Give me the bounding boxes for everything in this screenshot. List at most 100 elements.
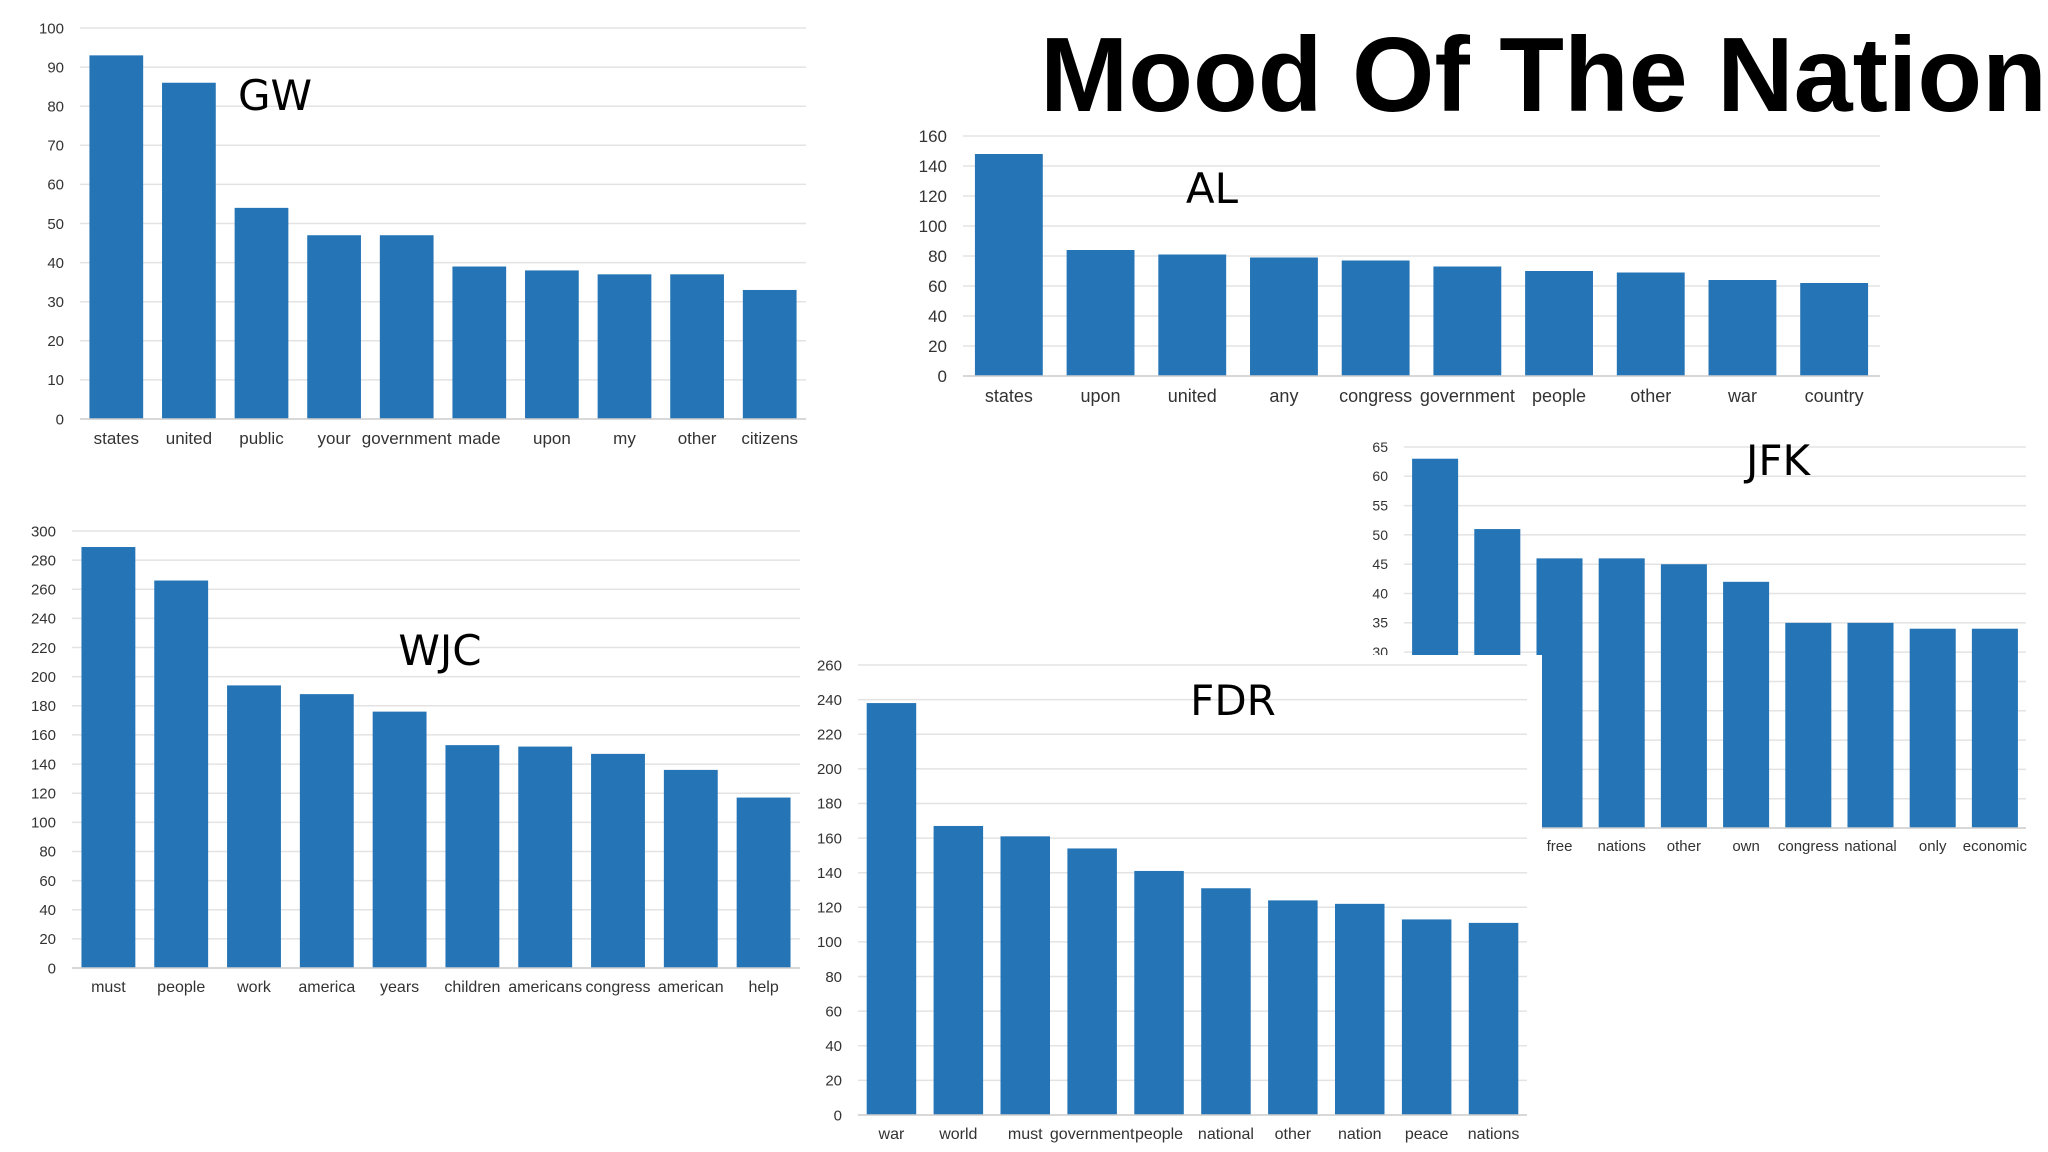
y-tick-label: 80 (47, 98, 64, 115)
y-tick-label: 140 (919, 157, 947, 176)
y-tick-label: 40 (825, 1038, 842, 1055)
x-category-label: peace (1405, 1126, 1449, 1143)
chart-annotation: FDR (1190, 676, 1276, 725)
x-category-label: americans (508, 979, 582, 996)
bar-government (379, 235, 434, 419)
y-tick-label: 80 (39, 844, 56, 861)
y-tick-label: 0 (938, 367, 947, 386)
y-tick-label: 50 (1372, 527, 1388, 543)
y-tick-label: 240 (817, 692, 842, 709)
bar-government (1433, 266, 1502, 376)
y-tick-label: 300 (31, 523, 56, 540)
fdr-bar-chart: 0 20 40 60 80 100 120 140 160 180 200 220 240 260 war w… (812, 655, 1542, 1152)
x-category-label: my (613, 429, 636, 448)
y-tick-label: 40 (1372, 585, 1388, 601)
y-tick-label: 20 (47, 333, 64, 350)
x-category-label: country (1805, 386, 1864, 406)
x-category-label: america (298, 979, 355, 996)
y-tick-label: 70 (47, 138, 64, 155)
y-tick-label: 120 (31, 785, 56, 802)
chart-annotation: JFK (1743, 436, 1812, 485)
bar-america (299, 694, 354, 968)
bar-nations (1468, 922, 1519, 1115)
x-category-label: other (1667, 838, 1701, 855)
x-category-label: years (380, 979, 419, 996)
bar-nations (1598, 558, 1645, 828)
x-category-label: people (157, 979, 205, 996)
x-category-label: congress (1778, 838, 1839, 855)
bar-my (597, 274, 652, 419)
y-tick-label: 120 (817, 900, 842, 917)
bar-work (227, 685, 281, 968)
y-tick-label: 40 (928, 307, 947, 326)
y-tick-label: 140 (31, 756, 56, 773)
bar-government (1067, 848, 1117, 1115)
x-category-label: only (1919, 838, 1947, 855)
x-category-label: nations (1468, 1126, 1520, 1143)
y-tick-label: 220 (817, 726, 842, 743)
y-tick-label: 200 (31, 669, 56, 686)
y-tick-label: 0 (48, 960, 56, 977)
bar-children (445, 745, 500, 968)
x-category-label: help (748, 979, 778, 996)
bar-upon (1066, 250, 1135, 376)
y-tick-label: 60 (39, 873, 56, 890)
y-tick-label: 260 (817, 657, 842, 674)
bar-your (307, 235, 361, 419)
bar-public (234, 207, 289, 419)
bar-congress (591, 753, 645, 968)
y-tick-label: 100 (919, 217, 947, 236)
x-category-label: congress (1339, 386, 1412, 406)
bar-national (1847, 622, 1894, 828)
x-category-label: your (318, 429, 351, 448)
y-tick-label: 60 (928, 277, 947, 296)
slide-title: Mood Of The Nation (1040, 16, 2047, 134)
x-category-label: government (1050, 1126, 1135, 1143)
x-category-label: nation (1338, 1126, 1382, 1143)
y-tick-label: 160 (31, 727, 56, 744)
bar-national (1201, 888, 1251, 1115)
x-category-label: must (91, 979, 126, 996)
al-bar-chart: 0 20 40 60 80 100 120 140 160 states upon united any… (900, 120, 1890, 420)
x-category-label: must (1008, 1126, 1043, 1143)
y-tick-label: 90 (47, 59, 64, 76)
bar-other (1660, 564, 1707, 828)
bar-own (1723, 581, 1770, 828)
bar-united (162, 82, 216, 420)
y-tick-label: 10 (47, 372, 64, 389)
y-tick-label: 60 (825, 1003, 842, 1020)
chart-annotation: GW (238, 71, 312, 120)
y-tick-label: 80 (825, 969, 842, 986)
y-tick-label: 260 (31, 582, 56, 599)
bar-war (866, 703, 917, 1115)
bar-upon (525, 270, 579, 419)
bar-people (154, 580, 209, 968)
bar-must (1000, 836, 1051, 1115)
bar-years (372, 711, 427, 968)
bar-other (1268, 900, 1318, 1115)
y-tick-label: 100 (39, 20, 64, 37)
x-category-label: states (985, 386, 1033, 406)
y-tick-label: 20 (39, 931, 56, 948)
x-category-label: government (362, 429, 452, 448)
y-tick-label: 50 (47, 216, 64, 233)
gw-bar-chart: 0 10 20 30 40 50 60 70 80 90 100 states united public… (0, 10, 820, 460)
bar-states (89, 55, 144, 420)
bar-free (1536, 558, 1583, 828)
chart-annotation: WJC (398, 626, 481, 675)
y-tick-label: 100 (31, 815, 56, 832)
y-tick-label: 0 (834, 1107, 842, 1124)
bar-made (452, 266, 507, 419)
x-category-label: work (236, 979, 272, 996)
bar-only (1909, 628, 1956, 828)
y-tick-label: 220 (31, 640, 56, 657)
y-tick-label: 100 (817, 934, 842, 951)
x-category-label: free (1547, 838, 1573, 855)
x-category-label: people (1532, 386, 1586, 406)
x-category-label: american (658, 979, 724, 996)
x-category-label: nations (1598, 838, 1646, 855)
x-category-label: citizens (741, 429, 798, 448)
bar-peace (1401, 919, 1452, 1115)
gw-chart-svg: 0 10 20 30 40 50 60 70 80 90 100 states united public… (39, 20, 806, 448)
y-tick-label: 65 (1372, 439, 1388, 455)
